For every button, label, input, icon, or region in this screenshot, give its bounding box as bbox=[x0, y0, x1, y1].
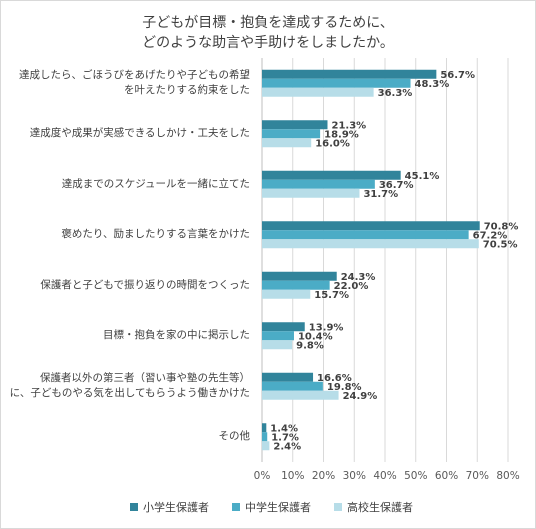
legend-item: 小学生保護者 bbox=[130, 499, 209, 515]
category-label: 達成したら、ごほうびをあげたりや子どもの希望 を叶えたりする約束をした bbox=[5, 68, 250, 98]
bar bbox=[262, 170, 401, 180]
category-label-line: 達成度や成果が実感できるしかけ・工夫をした bbox=[29, 127, 250, 140]
data-label: 24.3% bbox=[341, 272, 376, 283]
category-label: 保護者と子どもで振り返りの時間をつくった bbox=[5, 278, 250, 293]
data-label: 70.8% bbox=[484, 221, 519, 232]
category-label-line: 褒めたり、励ましたりする言葉をかけた bbox=[61, 228, 250, 241]
bar bbox=[262, 221, 480, 231]
data-label: 16.6% bbox=[317, 373, 352, 384]
data-label: 31.7% bbox=[363, 189, 398, 200]
legend-swatch bbox=[232, 503, 240, 511]
bar bbox=[262, 87, 374, 97]
bar bbox=[262, 271, 337, 281]
category-label-line: 保護者と子どもで振り返りの時間をつくった bbox=[40, 278, 250, 291]
category-label-line: 達成したら、ごほうびをあげたりや子どもの希望 bbox=[19, 69, 250, 82]
category-label-line: 保護者以外の第三者（習い事や塾の先生等） bbox=[40, 372, 250, 385]
x-tick-label: 40% bbox=[373, 470, 396, 482]
data-label: 70.5% bbox=[483, 239, 518, 250]
x-tick-label: 70% bbox=[466, 470, 489, 482]
bar bbox=[262, 340, 293, 350]
legend-swatch bbox=[334, 503, 342, 511]
data-label: 22.0% bbox=[334, 281, 369, 292]
data-label: 24.9% bbox=[343, 391, 378, 402]
data-label: 19.8% bbox=[327, 382, 362, 393]
category-label: 目標・抱負を家の中に掲示した bbox=[5, 328, 250, 343]
bar bbox=[262, 239, 479, 249]
data-label: 10.4% bbox=[298, 331, 333, 342]
legend-item: 高校生保護者 bbox=[334, 499, 413, 515]
legend-label: 中学生保護者 bbox=[245, 501, 311, 514]
data-label: 18.9% bbox=[324, 129, 359, 140]
x-tick-label: 30% bbox=[343, 470, 366, 482]
bar bbox=[262, 331, 294, 341]
bar bbox=[262, 289, 311, 299]
data-label: 21.3% bbox=[331, 120, 366, 131]
chart-title-line-2: どのような助言や手助けをしましたか。 bbox=[142, 35, 394, 51]
category-label: 達成までのスケジュールを一緒に立てた bbox=[5, 177, 250, 192]
data-label: 13.9% bbox=[309, 322, 344, 333]
legend-item: 中学生保護者 bbox=[232, 499, 311, 515]
data-label: 1.4% bbox=[270, 423, 298, 434]
bar bbox=[262, 280, 330, 290]
data-label: 45.1% bbox=[405, 171, 440, 182]
bar bbox=[262, 441, 270, 451]
x-tick-label: 20% bbox=[312, 470, 335, 482]
data-label: 67.2% bbox=[473, 230, 508, 241]
data-label: 2.4% bbox=[273, 441, 301, 452]
bar bbox=[262, 179, 375, 189]
category-label: その他 bbox=[5, 429, 251, 444]
category-label-line: 達成までのスケジュールを一緒に立てた bbox=[61, 177, 250, 190]
bar bbox=[262, 372, 314, 382]
x-tick-label: 0% bbox=[254, 470, 271, 482]
data-label: 9.8% bbox=[296, 340, 324, 351]
data-label: 1.7% bbox=[271, 432, 299, 443]
category-label: 達成度や成果が実感できるしかけ・工夫をした bbox=[5, 126, 250, 141]
category-label: 褒めたり、励ましたりする言葉をかけた bbox=[5, 227, 250, 242]
bar bbox=[262, 381, 323, 391]
data-label: 36.7% bbox=[379, 180, 414, 191]
legend-label: 高校生保護者 bbox=[347, 501, 413, 514]
x-tick-label: 60% bbox=[435, 470, 458, 482]
data-label: 16.0% bbox=[315, 138, 350, 149]
bar bbox=[262, 230, 469, 240]
category-label-line: その他 bbox=[218, 430, 251, 443]
category-label-line: を叶えたりする約束をした bbox=[124, 84, 250, 97]
bar bbox=[262, 138, 312, 148]
x-tick-label: 50% bbox=[404, 470, 427, 482]
bar bbox=[262, 120, 328, 130]
bar bbox=[262, 390, 339, 400]
data-label: 48.3% bbox=[415, 79, 450, 90]
bar bbox=[262, 129, 321, 139]
data-label: 56.7% bbox=[440, 70, 475, 81]
data-label: 15.7% bbox=[314, 290, 349, 301]
chart-title-line-1: 子どもが目標・抱負を達成するために、 bbox=[142, 15, 394, 31]
bar bbox=[262, 78, 411, 88]
chart-legend: 小学生保護者 中学生保護者 高校生保護者 bbox=[0, 499, 536, 515]
category-label: 保護者以外の第三者（習い事や塾の先生等） に、子どものやる気を出してもらうよう働… bbox=[5, 371, 250, 401]
data-label: 36.3% bbox=[378, 88, 413, 99]
bar bbox=[262, 423, 267, 433]
bar bbox=[262, 322, 305, 332]
category-label-line: に、子どものやる気を出してもらうよう働きかけた bbox=[9, 387, 250, 400]
legend-label: 小学生保護者 bbox=[143, 501, 209, 514]
x-tick-label: 80% bbox=[496, 470, 519, 482]
category-label-line: 目標・抱負を家の中に掲示した bbox=[103, 329, 250, 342]
bar bbox=[262, 69, 437, 79]
x-tick-label: 10% bbox=[281, 470, 304, 482]
bar bbox=[262, 188, 360, 198]
legend-swatch bbox=[130, 503, 138, 511]
bar bbox=[262, 432, 268, 442]
